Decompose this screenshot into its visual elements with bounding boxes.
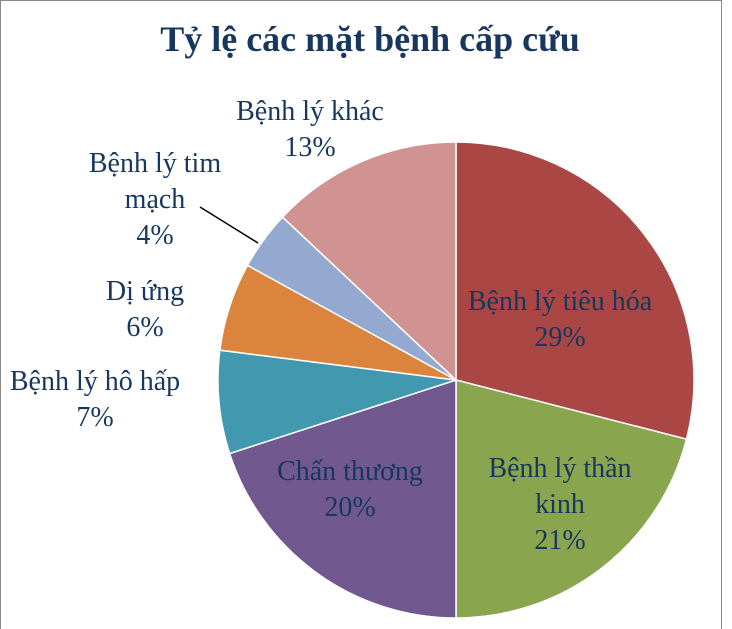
value-label: 21% <box>534 525 586 556</box>
value-label: 4% <box>136 220 174 251</box>
category-label: Bệnh lý tim mạch <box>88 148 222 215</box>
value-label: 7% <box>76 402 114 433</box>
chart-title: Tỷ lệ các mặt bệnh cấp cứu <box>160 19 580 59</box>
slice-label: Bệnh lý tim mạch 4% <box>60 146 250 254</box>
category-label: Dị ứng <box>105 276 185 307</box>
slice-label: Bệnh lý tiêu hóa 29% <box>465 284 655 356</box>
category-label: Chấn thương <box>277 456 423 487</box>
value-label: 6% <box>126 312 164 343</box>
slice-label: Bệnh lý hô hấp 7% <box>0 364 225 436</box>
value-label: 13% <box>284 132 336 163</box>
slice-label: Dị ứng 6% <box>65 274 225 346</box>
pie-slice <box>455 379 688 619</box>
leader-line <box>199 206 259 244</box>
pie-slice <box>281 141 457 382</box>
category-label: Bệnh lý hô hấp <box>9 366 181 397</box>
value-label: 20% <box>324 492 376 523</box>
category-label: Bệnh lý khác <box>236 96 384 127</box>
slice-label: Chấn thương 20% <box>240 454 460 526</box>
pie-slice <box>217 349 457 455</box>
pie-slice <box>455 141 695 441</box>
value-label: 29% <box>534 322 586 353</box>
slice-label: Bệnh lý thần kinh 21% <box>465 451 655 559</box>
pie-slice <box>228 378 457 619</box>
slice-label: Bệnh lý khác 13% <box>200 94 420 166</box>
category-label: Bệnh lý thần kinh <box>488 453 632 520</box>
category-label: Bệnh lý tiêu hóa <box>467 286 653 317</box>
